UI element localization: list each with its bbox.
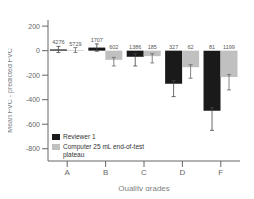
svg-text:0: 0 — [36, 47, 40, 54]
svg-text:4276: 4276 — [52, 39, 64, 45]
svg-text:-400: -400 — [26, 96, 40, 103]
svg-text:C: C — [141, 168, 147, 177]
svg-text:200: 200 — [28, 23, 40, 30]
svg-text:62: 62 — [188, 44, 194, 50]
svg-text:B: B — [103, 168, 108, 177]
svg-text:327: 327 — [169, 44, 178, 50]
svg-text:Quality grades: Quality grades — [118, 184, 170, 191]
svg-text:-600: -600 — [26, 121, 40, 128]
svg-text:F: F — [218, 168, 223, 177]
svg-text:D: D — [180, 168, 186, 177]
svg-text:5729: 5729 — [69, 41, 81, 47]
svg-text:602: 602 — [109, 44, 118, 50]
svg-text:Mean FVC - predicted FVC: Mean FVC - predicted FVC — [8, 48, 14, 132]
svg-text:1386: 1386 — [129, 44, 141, 50]
svg-text:A: A — [65, 168, 71, 177]
svg-text:81: 81 — [209, 44, 215, 50]
svg-text:185: 185 — [148, 44, 157, 50]
svg-text:-200: -200 — [26, 72, 40, 79]
html-text:Computer 25 mL end-of-test pla: Computer 25 mL end-of-test plateau — [63, 143, 144, 158]
svg-text:-800: -800 — [26, 145, 40, 152]
svg-text:1707: 1707 — [91, 37, 103, 43]
svg-text:1199: 1199 — [223, 44, 235, 50]
html-text:Reviewer 1: Reviewer 1 — [63, 132, 96, 140]
